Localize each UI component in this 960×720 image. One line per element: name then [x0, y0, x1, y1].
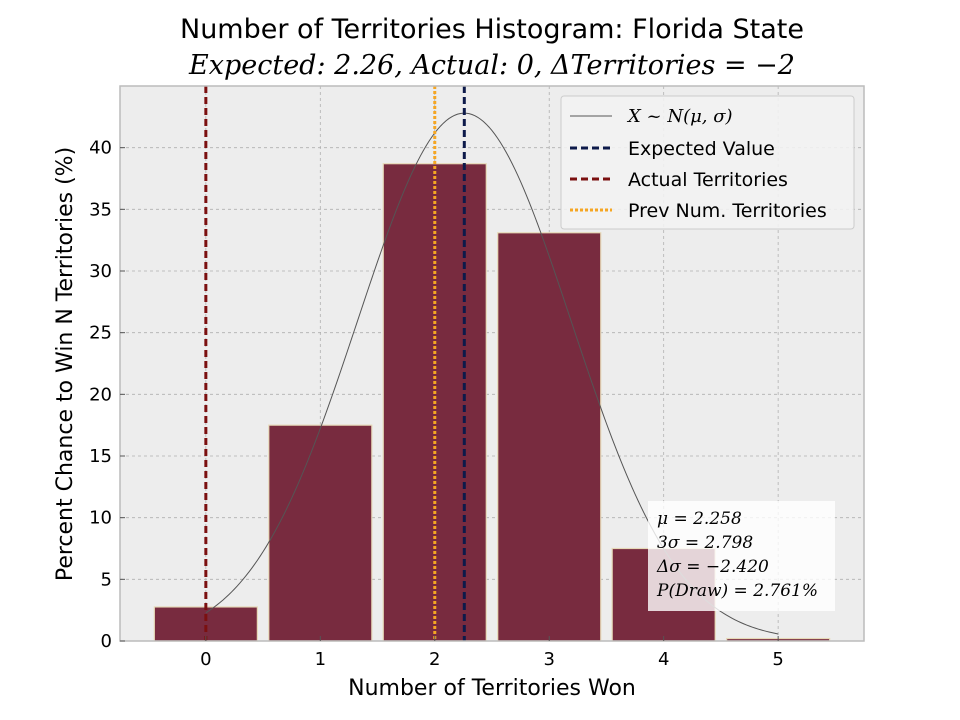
plot-frame	[119, 85, 865, 642]
legend-box	[560, 95, 855, 230]
bars	[153, 163, 831, 642]
bar-3	[497, 232, 602, 642]
bar-1	[268, 424, 373, 642]
x-tick-label: 0	[200, 649, 211, 670]
chart-subtitle: Expected: 2.26, Actual: 0, ΔTerritories …	[188, 50, 795, 81]
y-axis-label: Percent Chance to Win N Territories (%)	[53, 147, 78, 581]
legend: X ~ N(μ, σ) Expected Value Actual Territ…	[560, 95, 855, 230]
y-tick-label: 40	[89, 138, 112, 159]
y-tick-label: 0	[101, 631, 112, 652]
x-tick-label: 5	[772, 649, 783, 670]
stats-three-sigma: 3σ = 2.798	[657, 533, 753, 553]
bar-0	[153, 606, 258, 642]
stats-delta-sigma: Δσ = −2.420	[656, 557, 769, 577]
stats-box-background	[648, 501, 835, 611]
x-tick-label: 3	[544, 649, 555, 670]
stats-p-draw: P(Draw) = 2.761%	[656, 581, 818, 601]
legend-label-prev: Prev Num. Territories	[628, 200, 827, 222]
y-tick-label: 5	[101, 569, 112, 590]
y-tick-label: 30	[89, 261, 112, 282]
chart-title: Number of Territories Histogram: Florida…	[180, 14, 804, 45]
y-tick-label: 25	[89, 323, 112, 344]
stats-mu: μ = 2.258	[657, 509, 742, 529]
x-tick-label: 2	[429, 649, 440, 670]
x-tick-label: 4	[658, 649, 669, 670]
y-tick-label: 15	[89, 446, 112, 467]
legend-label-expected: Expected Value	[628, 138, 775, 160]
stats-box: μ = 2.258 3σ = 2.798 Δσ = −2.420 P(Draw)…	[648, 501, 835, 611]
reference-lines	[204, 86, 466, 641]
axis-ticks: 0 5 10 15 20 25 30 35 40 0 1 2 3 4 5	[89, 138, 784, 670]
y-tick-label: 10	[89, 508, 112, 529]
y-tick-label: 35	[89, 199, 112, 220]
x-tick-label: 1	[315, 649, 326, 670]
y-tick-label: 20	[89, 384, 112, 405]
legend-label-actual: Actual Territories	[628, 169, 788, 191]
legend-label-normal: X ~ N(μ, σ)	[626, 106, 733, 127]
x-axis-label: Number of Territories Won	[348, 676, 636, 701]
